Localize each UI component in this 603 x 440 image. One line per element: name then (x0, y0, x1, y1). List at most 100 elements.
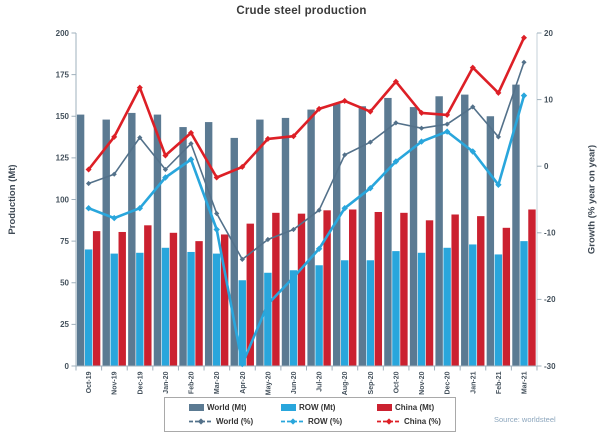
legend-item-china-mt: China (Mt) (377, 403, 473, 412)
left-axis-tick-label: 200 (56, 29, 70, 38)
bar-china-mt (323, 210, 331, 366)
legend: World (Mt) ROW (Mt) China (Mt) World (%) ROW… (164, 397, 456, 432)
bar-world-mt (307, 109, 315, 366)
line-china-marker (392, 78, 399, 85)
bar-china-mt (220, 234, 229, 366)
line-world-marker (342, 152, 348, 158)
right-axis-tick-label: 20 (544, 29, 553, 38)
right-axis-tick-label: -10 (544, 229, 556, 238)
line-world-marker (444, 121, 450, 127)
line-china-marker (136, 84, 143, 91)
bar-world-mt (333, 103, 341, 366)
bar-row-mt (187, 251, 195, 366)
x-axis-label: Aug-20 (342, 371, 349, 395)
line-world-marker (137, 135, 143, 141)
bar-china-mt (169, 232, 178, 366)
bar-row-mt (494, 254, 503, 366)
x-axis-label: Apr-20 (240, 371, 247, 393)
x-axis-label: Mar-21 (522, 371, 529, 394)
legend-item-world: World (%) (189, 417, 281, 426)
x-axis-label: Sep-20 (368, 371, 375, 394)
bar-world-mt (435, 96, 443, 366)
bar-china-mt (400, 212, 408, 366)
bar-row-mt (392, 251, 400, 366)
legend-label-row: ROW (%) (308, 417, 343, 427)
bar-world-mt (128, 112, 136, 366)
legend-item-china: China (%) (377, 417, 473, 426)
bar-row-mt (315, 265, 323, 366)
bar-china-mt (374, 211, 383, 366)
bar-row-mt (212, 253, 221, 366)
bar-world-mt (230, 137, 238, 366)
line-world-marker (316, 207, 322, 213)
legend-item-world-mt: World (Mt) (189, 403, 281, 412)
bar-row-mt (264, 272, 272, 366)
line-world-marker (470, 104, 476, 110)
line-world-marker (188, 141, 194, 147)
bar-china-mt (502, 227, 511, 366)
bar-world-mt (358, 106, 367, 366)
line-china-marker (316, 105, 323, 112)
bar-row-mt (443, 247, 451, 366)
line-china-marker (469, 64, 476, 71)
bar-row-mt (84, 249, 93, 366)
legend-item-row-mt: ROW (Mt) (281, 403, 377, 412)
x-axis-label: Nov-20 (419, 371, 426, 394)
x-axis-label: Dec-20 (445, 371, 452, 394)
right-axis-tick-label: 0 (544, 162, 549, 171)
right-axis-tick-label: -30 (544, 362, 556, 371)
bar-world-mt (409, 107, 418, 366)
bar-world-mt (461, 94, 469, 366)
source-note: Source: worldsteel (494, 415, 556, 424)
line-china-marker (85, 166, 92, 173)
line-world-marker (393, 120, 399, 126)
legend-item-row: ROW (%) (281, 417, 377, 426)
legend-swatch-row-mt (281, 403, 296, 411)
line-china-marker (367, 108, 374, 115)
bar-world-mt (384, 97, 392, 366)
line-row-marker (418, 138, 425, 145)
bar-china-mt (451, 214, 459, 366)
line-china-marker (290, 133, 297, 140)
line-world-marker (86, 180, 92, 187)
left-axis-tick-label: 25 (60, 320, 69, 329)
line-world-marker (265, 236, 271, 243)
bar-china-mt (144, 225, 152, 366)
line-china-marker (264, 135, 271, 142)
left-axis-tick-label: 50 (60, 279, 69, 288)
line-world-marker (290, 226, 297, 233)
chart-title: Crude steel production (236, 5, 367, 17)
bar-world-mt (281, 117, 290, 366)
legend-swatch-china-mt (377, 403, 392, 411)
line-row-marker (213, 226, 220, 233)
bar-china-mt (297, 213, 306, 366)
bar-china-mt (92, 231, 101, 366)
line-row-marker (495, 181, 502, 188)
line-row-marker (187, 156, 195, 163)
line-world-marker (418, 125, 425, 131)
line-row-marker (315, 245, 323, 252)
line-china (87, 36, 526, 179)
legend-label-world: World (%) (216, 417, 254, 427)
line-china-marker (188, 129, 194, 136)
bar-world-mt (486, 116, 495, 366)
bar-world-mt (76, 114, 85, 366)
bar-china-mt (477, 216, 485, 366)
line-world-marker (367, 139, 373, 145)
bar-row-mt (520, 241, 528, 366)
right-axis-tick-label: 10 (544, 95, 553, 104)
bar-row-mt (341, 260, 349, 366)
plot-area: 200175150125100755025020100-10-20-30Oct-… (56, 29, 556, 395)
x-axis-label: Nov-19 (112, 371, 119, 394)
line-china-marker (418, 109, 425, 116)
left-axis-tick-label: 100 (56, 195, 70, 204)
line-world-marker (214, 210, 220, 217)
bar-row-mt (110, 253, 118, 366)
bar-row-mt (469, 244, 477, 366)
bar-china-mt (349, 209, 357, 366)
line-world-marker (111, 171, 117, 177)
bar-china-mt (118, 231, 126, 366)
bar-world-mt (153, 114, 162, 366)
legend-label-china: China (%) (404, 417, 441, 427)
